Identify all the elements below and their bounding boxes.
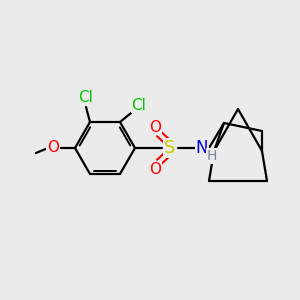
Text: Cl: Cl xyxy=(79,89,93,104)
Text: H: H xyxy=(207,149,217,163)
Text: O: O xyxy=(149,119,161,134)
Text: O: O xyxy=(47,140,59,155)
Text: O: O xyxy=(149,161,161,176)
Text: Cl: Cl xyxy=(132,98,146,112)
Text: S: S xyxy=(164,139,176,157)
Text: N: N xyxy=(196,139,208,157)
